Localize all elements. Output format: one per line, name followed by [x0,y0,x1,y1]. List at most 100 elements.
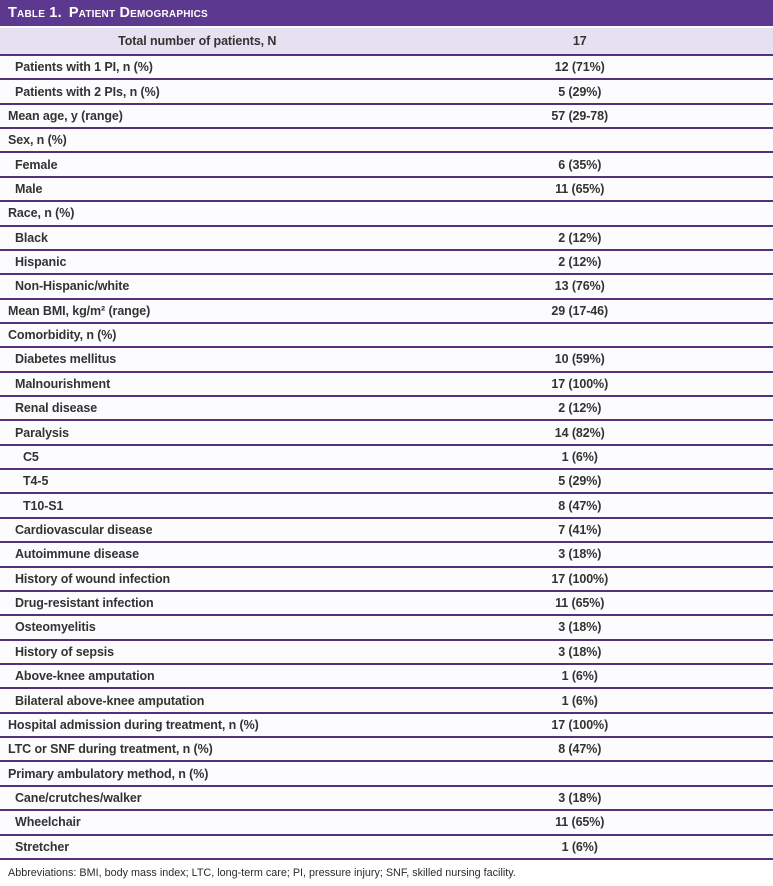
row-label: LTC or SNF during treatment, n (%) [8,742,213,757]
row-label: Cardiovascular disease [15,523,153,537]
table-title-bar: Table 1. Patient Demographics [0,0,773,28]
row-label: Drug-resistant infection [15,596,154,611]
row-label: Bilateral above-knee amputation [15,693,205,708]
row-value: 12 (71%) [554,60,605,75]
row-label: Female [15,157,58,172]
row-label: Cane/crutches/walker [15,790,142,805]
table-footnote: Abbreviations: BMI, body mass index; LTC… [0,860,773,886]
table-row: Patients with 2 PIs, n (%) 5 (29%) [0,80,773,105]
summary-row-value: 17 [572,34,587,48]
table-row: Female 6 (35%) [0,153,773,178]
table-row: Male 11 (65%) [0,177,773,203]
row-label: Paralysis [15,425,70,440]
table-row: Diabetes mellitus 10 (59%) [0,348,773,373]
row-label: Black [15,230,48,245]
row-label: Malnourishment [15,376,111,391]
row-label: Race, n (%) [8,206,75,221]
row-value: 3 (18%) [558,620,602,635]
row-label: Stretcher [15,839,69,854]
table-row: Primary ambulatory method, n (%) [0,762,773,787]
table-row: Hospital admission during treatment, n (… [0,713,773,739]
row-value: 14 (82%) [554,425,605,440]
row-value: 1 (6%) [561,693,598,708]
table-row: Above-knee amputation 1 (6%) [0,664,773,690]
row-value: 10 (59%) [554,352,605,367]
row-value: 2 (12%) [558,230,602,245]
table-row: Mean BMI, kg/m² (range) 29 (17-46) [0,299,773,324]
table-row: T4-5 5 (29%) [0,470,773,495]
summary-row-label: Total number of patients, N [118,34,277,48]
table-row: LTC or SNF during treatment, n (%) 8 (47… [0,738,773,763]
table-row: Autoimmune disease 3 (18%) [0,543,773,568]
row-label: History of sepsis [15,644,115,659]
table-row: Black 2 (12%) [0,226,773,251]
row-label: Mean age, y (range) [8,108,123,123]
table-row: Malnourishment 17 (100%) [0,372,773,398]
row-value: 2 (12%) [558,401,602,416]
table-number: Table 1. [8,5,62,21]
table-row: Drug-resistant infection 11 (65%) [0,591,773,617]
table-row: Race, n (%) [0,202,773,227]
table-row: History of sepsis 3 (18%) [0,640,773,665]
table-body: Patients with 1 PI, n (%) 12 (71%) Patie… [0,56,773,860]
row-label: Mean BMI, kg/m² (range) [8,303,151,318]
row-value: 1 (6%) [561,669,598,684]
row-value: 29 (17-46) [551,303,609,318]
row-value: 7 (41%) [558,523,602,537]
row-label: C5 [23,449,39,464]
row-value: 5 (29%) [558,84,602,99]
table-row: Bilateral above-knee amputation 1 (6%) [0,689,773,714]
table-row: Patients with 1 PI, n (%) 12 (71%) [0,56,773,81]
table-row: Osteomyelitis 3 (18%) [0,616,773,641]
row-value: 5 (29%) [558,474,602,489]
row-value: 8 (47%) [558,742,602,757]
row-value: 13 (76%) [554,279,605,294]
table-row: Stretcher 1 (6%) [0,835,773,860]
row-value: 8 (47%) [558,498,602,513]
table-row: C5 1 (6%) [0,445,773,471]
row-label: Non-Hispanic/white [15,279,130,294]
table-row: T10-S1 8 (47%) [0,494,773,519]
row-value: 11 (65%) [555,181,605,196]
row-label: Patients with 2 PIs, n (%) [15,84,160,99]
summary-row: Total number of patients, N 17 [0,28,773,56]
row-label: Male [15,181,43,196]
table-title: Patient Demographics [68,5,208,21]
row-value: 2 (12%) [558,255,602,270]
row-label: Osteomyelitis [15,620,96,635]
row-value: 57 (29-78) [551,108,609,123]
table-row: Comorbidity, n (%) [0,323,773,349]
row-value: 1 (6%) [561,839,598,854]
row-label: T10-S1 [23,498,64,513]
row-value: 3 (18%) [558,644,602,659]
table-row: Cane/crutches/walker 3 (18%) [0,786,773,812]
row-label: Above-knee amputation [15,669,155,684]
row-value: 1 (6%) [561,449,598,464]
row-label: Diabetes mellitus [15,352,117,367]
table-row: Mean age, y (range) 57 (29-78) [0,104,773,130]
table-row: Wheelchair 11 (65%) [0,811,773,836]
row-value: 17 (100%) [551,717,609,732]
row-label: Renal disease [15,401,98,416]
row-label: Primary ambulatory method, n (%) [8,766,209,781]
table-row: Renal disease 2 (12%) [0,397,773,422]
row-label: Comorbidity, n (%) [8,328,117,343]
row-label: Autoimmune disease [15,547,139,562]
row-value: 11 (65%) [555,815,605,830]
row-label: T4-5 [23,474,49,489]
row-value: 11 (65%) [555,596,605,611]
table-row: Sex, n (%) [0,129,773,154]
row-label: History of wound infection [15,571,171,586]
row-value: 3 (18%) [558,790,602,805]
row-label: Hospital admission during treatment, n (… [8,717,259,732]
row-value: 17 (100%) [551,376,609,391]
row-label: Hispanic [15,255,67,270]
row-label: Wheelchair [15,815,81,830]
row-value: 3 (18%) [558,547,602,562]
row-label: Patients with 1 PI, n (%) [15,60,153,75]
row-value: 6 (35%) [558,157,602,172]
table-row: Hispanic 2 (12%) [0,250,773,276]
table-row: Paralysis 14 (82%) [0,421,773,446]
table-row: Cardiovascular disease 7 (41%) [0,518,773,544]
